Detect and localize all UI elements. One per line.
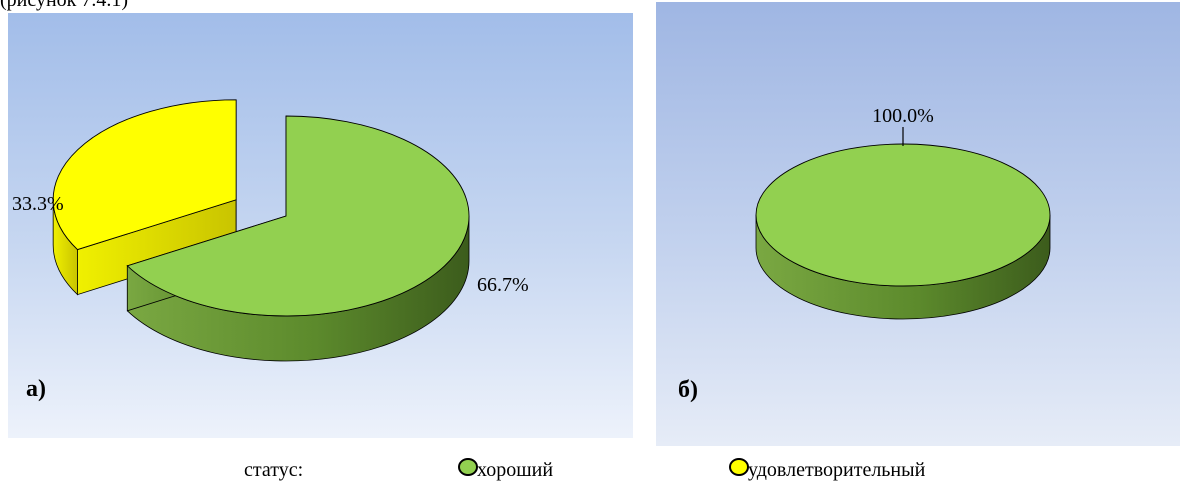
legend-swatch-satisfactory	[729, 458, 749, 476]
pie-slice-good-b-top	[755, 143, 1051, 287]
chart-panel-a: 66.7% 33.3% а)	[8, 13, 633, 438]
pie-chart-b: 100.0%	[755, 105, 1051, 320]
legend-label-good: хороший	[477, 459, 554, 481]
data-label-good-a: 66.7%	[477, 274, 529, 296]
pie-chart-a: 66.7% 33.3%	[12, 99, 529, 362]
legend-label-satisfactory: удовлетворительный	[748, 459, 926, 481]
pie-slice-good-a-top	[126, 115, 470, 317]
chart-panel-b: 100.0% б)	[656, 2, 1180, 446]
header-text: (рисунок 7.4.1)	[0, 0, 129, 11]
legend-title: статус:	[244, 459, 304, 481]
panel-label-b: б)	[678, 377, 698, 403]
data-label-good-b: 100.0%	[872, 105, 934, 127]
panel-label-a: а)	[26, 376, 46, 402]
data-label-satisfactory-a: 33.3%	[12, 193, 64, 215]
legend-swatch-good	[458, 458, 478, 476]
pie-slice-satisfactory-a-top	[52, 99, 237, 251]
legend: статус: хороший удовлетворительный	[0, 452, 1180, 483]
